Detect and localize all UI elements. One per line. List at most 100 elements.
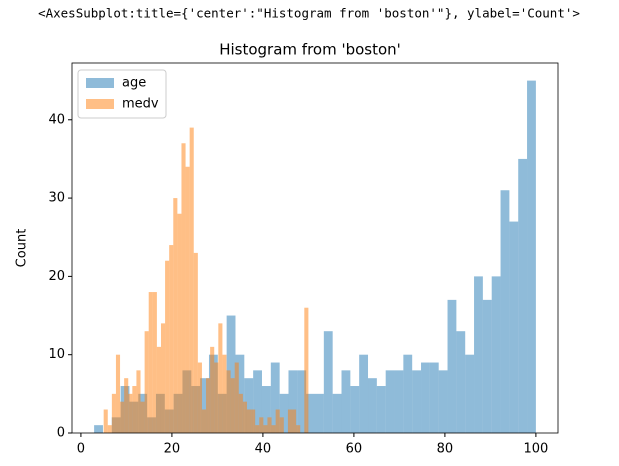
bar: [132, 386, 137, 433]
y-tick-label: 20: [48, 269, 65, 284]
bar: [412, 370, 422, 433]
bar: [251, 409, 256, 433]
bar: [482, 299, 492, 433]
bar: [323, 331, 333, 433]
legend-swatch: [86, 99, 114, 109]
y-tick-label: 0: [57, 426, 65, 441]
x-tick-label: 0: [77, 442, 85, 457]
y-tick-label: 30: [48, 191, 65, 206]
plot-frame: [71, 62, 559, 434]
bar: [296, 425, 301, 433]
bar: [181, 143, 186, 433]
bar: [263, 425, 268, 433]
bar: [456, 331, 466, 433]
y-tick-label: 40: [48, 112, 65, 127]
bar: [275, 409, 280, 433]
bar: [140, 401, 145, 433]
bar: [500, 190, 510, 433]
bar: [376, 386, 386, 433]
bar: [115, 354, 121, 433]
bar: [144, 331, 149, 433]
bar: [218, 323, 223, 433]
bar: [267, 417, 272, 433]
bar: [474, 276, 483, 433]
bar: [253, 370, 262, 433]
legend-swatch: [86, 78, 114, 88]
bar: [306, 393, 315, 433]
bar: [527, 80, 536, 433]
x-tick-label: 40: [255, 442, 272, 457]
bar: [465, 354, 475, 433]
bar: [124, 378, 129, 433]
chart-title: Histogram from 'boston': [219, 41, 401, 59]
bar: [315, 393, 324, 433]
bar: [368, 378, 377, 433]
bar: [421, 362, 430, 433]
bar: [238, 393, 243, 433]
bar: [270, 362, 280, 433]
legend-label: medv: [122, 97, 159, 112]
bar: [169, 245, 174, 433]
bar: [226, 370, 231, 433]
bar: [394, 370, 404, 433]
bar: [103, 409, 108, 433]
bar: [261, 386, 271, 433]
bar: [234, 362, 239, 433]
bar: [509, 221, 519, 433]
bar: [226, 315, 236, 433]
bar: [288, 370, 298, 433]
bar: [200, 378, 209, 433]
bar: [304, 307, 309, 433]
bar: [94, 425, 103, 433]
y-tick-label: 10: [48, 347, 65, 362]
bar: [214, 362, 219, 433]
bar: [429, 362, 439, 433]
bar: [297, 370, 307, 433]
bar: [230, 378, 235, 433]
bar: [403, 354, 413, 433]
repr-header: <AxesSubplot:title={'center':"Histogram …: [38, 6, 580, 21]
y-axis-label: Count: [15, 229, 30, 268]
bar: [160, 323, 166, 433]
bar: [206, 378, 211, 433]
bar: [332, 393, 342, 433]
bar: [152, 292, 157, 433]
bar: [246, 409, 252, 433]
bar: [292, 409, 297, 433]
bar: [491, 276, 501, 433]
bar: [128, 393, 133, 433]
bar: [197, 362, 202, 433]
bar: [259, 417, 264, 433]
bar: [222, 354, 227, 433]
bar: [447, 299, 457, 433]
x-tick-label: 60: [346, 442, 363, 457]
bar: [438, 370, 448, 433]
bar: [136, 370, 141, 433]
bar: [185, 166, 190, 434]
bar: [341, 370, 351, 433]
bar: [271, 425, 276, 433]
bar: [120, 401, 125, 433]
bar: [359, 354, 369, 433]
legend-label: age: [122, 76, 146, 91]
bar: [107, 425, 112, 433]
bar: [189, 127, 194, 433]
x-tick-label: 80: [437, 442, 454, 457]
bar: [111, 393, 116, 433]
bar: [177, 213, 182, 433]
bar: [279, 417, 284, 433]
bar: [210, 346, 215, 433]
bar: [193, 252, 198, 433]
bar: [244, 378, 254, 433]
bar: [385, 370, 395, 433]
bar: [255, 425, 260, 433]
bar: [201, 409, 207, 433]
bar: [148, 292, 153, 433]
bar: [173, 198, 178, 433]
x-tick-label: 100: [523, 442, 548, 457]
bar: [518, 158, 528, 434]
bar: [156, 346, 161, 433]
bar: [165, 260, 170, 433]
bar: [279, 393, 289, 433]
